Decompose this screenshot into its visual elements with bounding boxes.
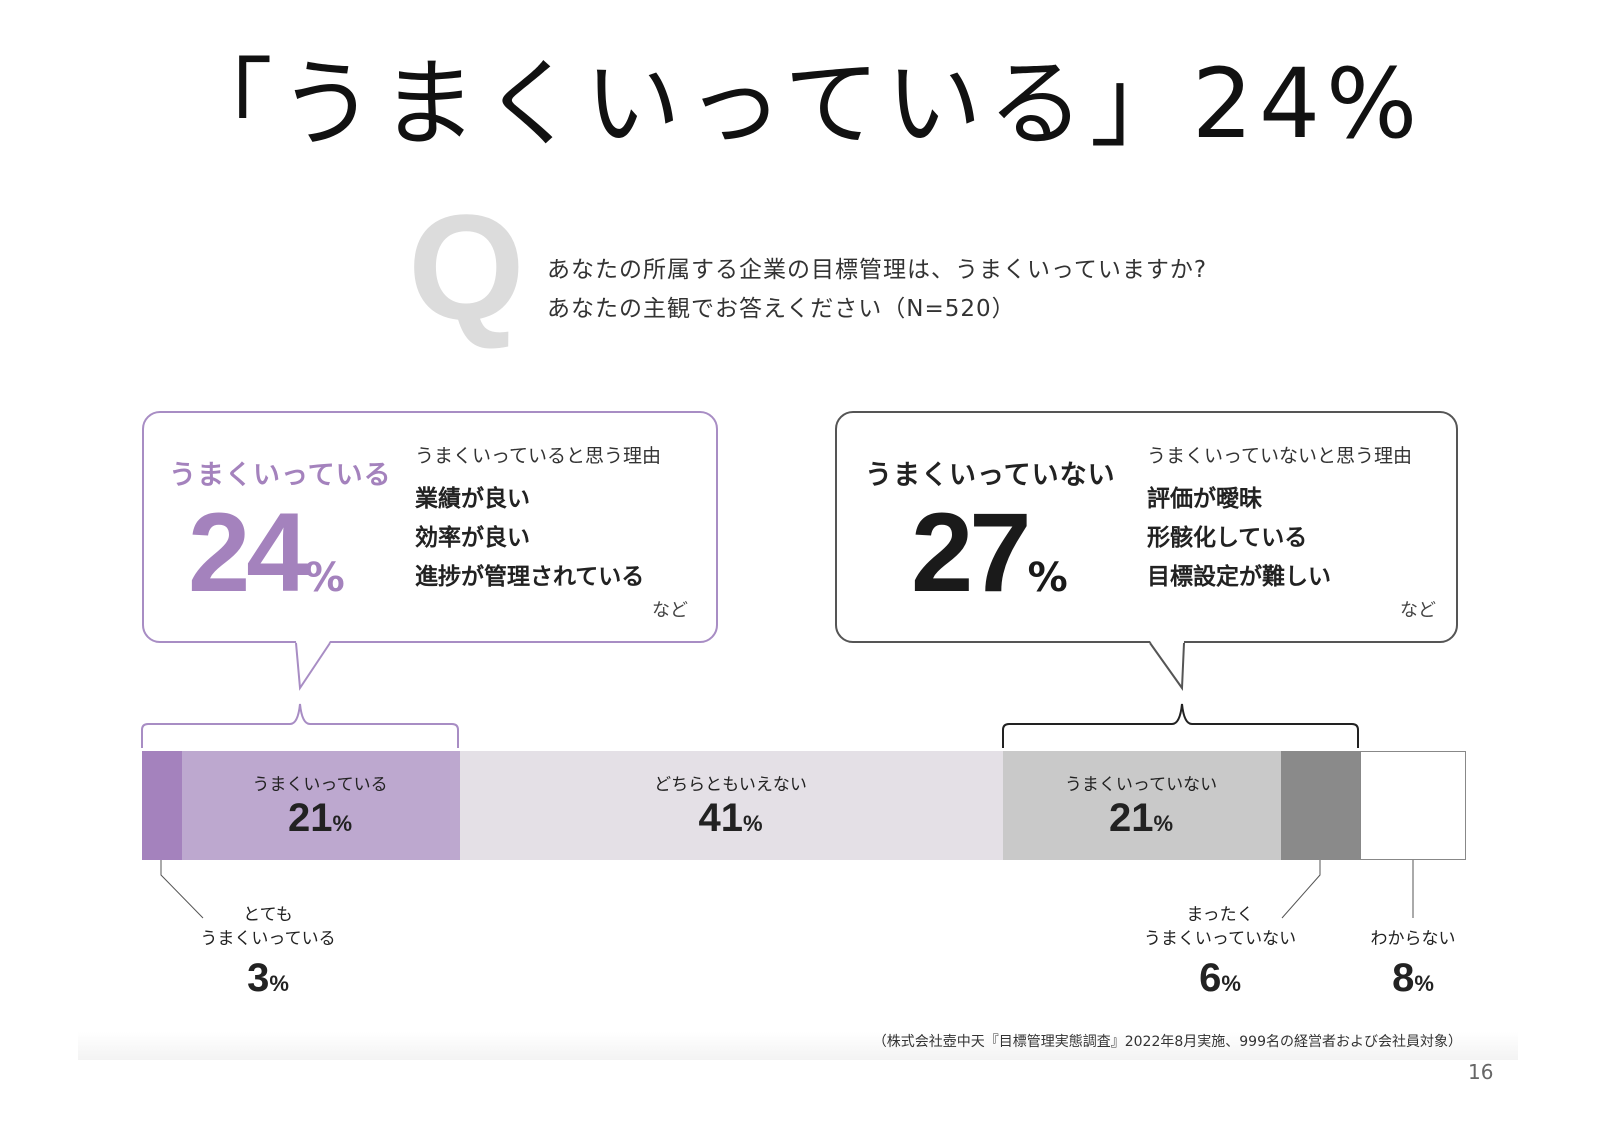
- callout-bad-unit: %: [1027, 555, 1068, 601]
- page-title: 「うまくいっている」24%: [176, 48, 1424, 160]
- annotation-very-good-label: とても うまくいっている: [200, 905, 336, 949]
- callout-bad-heading: うまくいっていない: [865, 460, 1116, 491]
- annotation-very-good-value: 3%: [247, 956, 289, 1000]
- segment-very-bad: [1281, 751, 1360, 860]
- question-line-2: あなたの主観でお答えください（N=520）: [547, 296, 1016, 322]
- callout-bad-tail: [1149, 641, 1185, 691]
- footer-band: [78, 1032, 1518, 1060]
- callout-good-reason: 業績が良い: [415, 486, 530, 512]
- question-mark-icon: Q: [408, 183, 525, 351]
- callout-good-etc: など: [652, 600, 688, 621]
- annotation-very-bad-value: 6%: [1199, 956, 1241, 1000]
- callout-bad-reason: 目標設定が難しい: [1147, 564, 1331, 590]
- segment-bad: [1003, 751, 1281, 860]
- page-number: 16: [1468, 1060, 1494, 1084]
- callout-good-reasons-title: うまくいっていると思う理由: [415, 445, 662, 467]
- segment-value-bad: 21%: [1108, 796, 1174, 840]
- callout-good: うまくいっている 24% うまくいっていると思う理由 業績が良い 効率が良い 進…: [142, 411, 718, 643]
- callout-good-reason: 効率が良い: [415, 525, 530, 551]
- callout-bad-value: 27%: [911, 497, 1068, 609]
- stacked-bar: [142, 751, 1466, 860]
- brace-bad: [1002, 703, 1359, 748]
- annotation-unknown-value: 8%: [1392, 956, 1434, 1000]
- callout-good-number: 24: [188, 490, 309, 615]
- callout-bad-number: 27: [911, 490, 1032, 615]
- callout-good-value: 24%: [188, 497, 345, 609]
- segment-value-neutral: 41%: [698, 796, 763, 840]
- segment-label-bad: うまくいっていない: [1064, 775, 1218, 795]
- callout-bad: うまくいっていない 27% うまくいっていないと思う理由 評価が曖昧 形骸化して…: [835, 411, 1458, 643]
- callout-bad-reason: 形骸化している: [1147, 525, 1308, 551]
- callout-good-heading: うまくいっている: [169, 460, 392, 491]
- segment-unknown: [1360, 751, 1466, 860]
- callout-good-unit: %: [304, 555, 345, 601]
- callout-bad-etc: など: [1400, 600, 1436, 621]
- annotation-very-bad-label: まったく うまくいっていない: [1143, 905, 1297, 949]
- segment-value-good: 21%: [287, 796, 353, 840]
- segment-label-neutral: どちらともいえない: [654, 775, 807, 795]
- annotation-unknown-label: わからない: [1370, 929, 1456, 949]
- brace-good: [141, 703, 459, 748]
- callout-bad-reasons-title: うまくいっていないと思う理由: [1147, 445, 1413, 467]
- source-note: （株式会社壺中天『目標管理実態調査』2022年8月実施、999名の経営者および会…: [872, 1034, 1462, 1050]
- question-line-1: あなたの所属する企業の目標管理は、うまくいっていますか?: [547, 257, 1208, 283]
- segment-label-good: うまくいっている: [252, 775, 388, 795]
- callout-bad-reason: 評価が曖昧: [1147, 486, 1262, 512]
- segment-very-good: [142, 751, 182, 860]
- callout-good-tail: [295, 641, 331, 691]
- segment-good: [182, 751, 460, 860]
- callout-good-reason: 進捗が管理されている: [415, 564, 645, 590]
- segment-neutral: [460, 751, 1003, 860]
